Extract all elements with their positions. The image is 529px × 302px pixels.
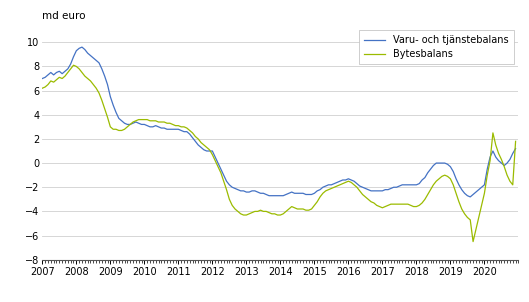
Bytesbalans (320, 191, 326, 195)
Varu- och tjänstebalans (79, 45, 85, 49)
Line: Varu- och tjänstebalans: Varu- och tjänstebalans (42, 47, 516, 197)
Varu- och tjänstebalans (127, 123, 133, 126)
Bytesbalans (70, 63, 77, 67)
Bytesbalans (204, 146, 210, 149)
Bytesbalans (39, 86, 45, 90)
Varu- och tjänstebalans (178, 129, 184, 132)
Bytesbalans (127, 123, 133, 126)
Varu- och tjänstebalans (39, 77, 45, 80)
Varu- och tjänstebalans (204, 149, 210, 153)
Bytesbalans (470, 240, 476, 243)
Bytesbalans (419, 201, 425, 205)
Line: Bytesbalans: Bytesbalans (42, 65, 516, 242)
Legend: Varu- och tjänstebalans, Bytesbalans: Varu- och tjänstebalans, Bytesbalans (359, 31, 514, 64)
Varu- och tjänstebalans (311, 191, 317, 195)
Bytesbalans (311, 204, 317, 207)
Varu- och tjänstebalans (467, 195, 473, 199)
Varu- och tjänstebalans (419, 178, 425, 182)
Text: md euro: md euro (42, 11, 86, 21)
Varu- och tjänstebalans (320, 185, 326, 189)
Bytesbalans (178, 125, 184, 129)
Bytesbalans (513, 140, 519, 143)
Varu- och tjänstebalans (513, 147, 519, 150)
